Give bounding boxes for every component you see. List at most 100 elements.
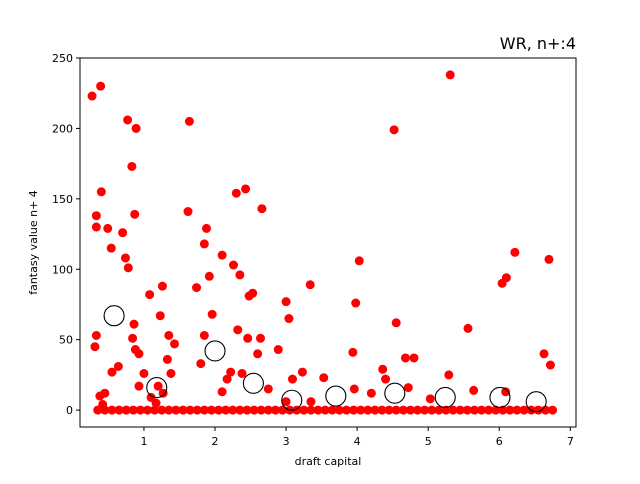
data-point [366, 388, 376, 398]
axis-ticks: 1 2 3 4 5 6 7 0 50 100 150 200 250 [52, 52, 574, 448]
data-point [139, 368, 149, 378]
data-point [130, 209, 140, 219]
data-point [351, 298, 361, 308]
data-point [305, 280, 315, 290]
data-point [381, 374, 391, 384]
data-point [231, 188, 241, 198]
data-point [545, 360, 555, 370]
data-point [348, 347, 358, 357]
y-axis-label: fantasy value n+ 4 [27, 190, 40, 295]
data-point [263, 384, 273, 394]
data-point [87, 91, 97, 101]
y-tick-label: 100 [52, 263, 73, 276]
data-point [243, 333, 253, 343]
y-tick-label: 0 [66, 404, 73, 417]
data-point [155, 311, 165, 321]
data-point [153, 381, 163, 391]
data-point [403, 383, 413, 393]
data-point [96, 187, 106, 197]
y-tick-label: 50 [59, 334, 73, 347]
y-tick-label: 200 [52, 122, 73, 135]
data-point [157, 281, 167, 291]
data-point [131, 123, 141, 133]
data-point [123, 263, 133, 273]
data-point [103, 223, 113, 233]
data-point [217, 387, 227, 397]
data-point [199, 239, 209, 249]
data-point [134, 349, 144, 359]
mean-marker [434, 386, 456, 408]
data-point [510, 247, 520, 257]
data-point [248, 288, 258, 298]
data-point [281, 297, 291, 307]
data-point [255, 333, 265, 343]
data-point [145, 290, 155, 300]
x-axis-label: draft capital [295, 455, 362, 468]
y-tick-label: 150 [52, 193, 73, 206]
data-point [539, 349, 549, 359]
data-point [129, 319, 139, 329]
data-point [201, 223, 211, 233]
mean-marker [242, 372, 264, 394]
plot-area [87, 70, 558, 415]
x-tick-label: 6 [496, 435, 503, 448]
mean-marker [325, 385, 347, 407]
data-point [226, 367, 236, 377]
data-point [548, 405, 558, 415]
data-point [91, 222, 101, 232]
data-point [297, 367, 307, 377]
mean-marker [204, 340, 226, 362]
data-point [162, 354, 172, 364]
data-point [444, 370, 454, 380]
mean-marker [146, 377, 168, 399]
data-point [113, 361, 123, 371]
data-point [96, 81, 106, 91]
data-point [463, 323, 473, 333]
data-point [192, 283, 202, 293]
data-point [106, 243, 116, 253]
data-point [354, 256, 364, 266]
data-point [118, 228, 128, 238]
data-point [544, 254, 554, 264]
data-point [445, 70, 455, 80]
data-point [107, 367, 117, 377]
data-point [378, 364, 388, 374]
data-point [217, 250, 227, 260]
y-tick-label: 250 [52, 52, 73, 65]
mean-marker [489, 386, 511, 408]
mean-marker [384, 382, 406, 404]
mean-marker [103, 305, 125, 327]
data-point [91, 330, 101, 340]
x-tick-label: 2 [212, 435, 219, 448]
data-point [400, 353, 410, 363]
data-point [196, 359, 206, 369]
data-point [164, 330, 174, 340]
x-tick-label: 5 [425, 435, 432, 448]
data-point [222, 374, 232, 384]
data-point [134, 381, 144, 391]
data-point [389, 125, 399, 135]
chart-title: WR, n+:4 [500, 34, 576, 53]
data-point [237, 368, 247, 378]
data-point [120, 253, 130, 263]
data-point [349, 384, 359, 394]
axes-frame [79, 57, 577, 428]
data-point [183, 207, 193, 217]
data-point [228, 260, 238, 270]
x-tick-label: 3 [283, 435, 290, 448]
data-point [273, 345, 283, 355]
data-point [184, 116, 194, 126]
data-point [123, 115, 133, 125]
data-point [319, 373, 329, 383]
data-point [241, 184, 251, 194]
data-point [469, 385, 479, 395]
x-tick-label: 7 [567, 435, 574, 448]
data-point [127, 161, 137, 171]
data-point [207, 309, 217, 319]
data-point [391, 318, 401, 328]
data-point [257, 204, 267, 214]
data-point [501, 387, 511, 397]
data-point [284, 314, 294, 324]
